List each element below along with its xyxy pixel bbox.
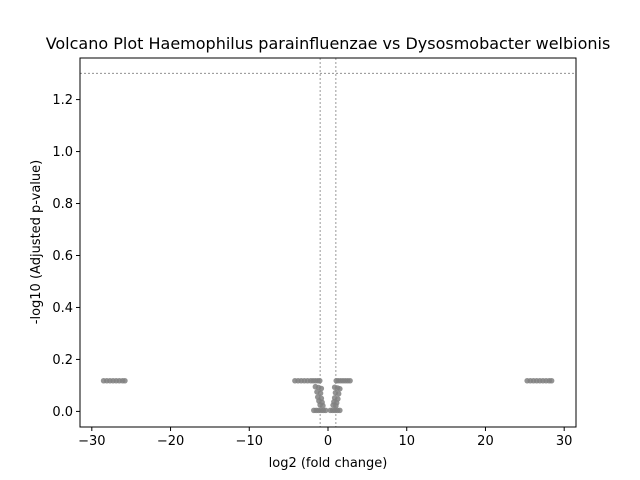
x-axis-ticks: −30 −20 −10 0 10 20 30: [78, 427, 572, 449]
y-tick-label: 0.4: [52, 301, 73, 316]
data-point: [333, 403, 339, 409]
x-tick-label: 10: [398, 434, 415, 449]
data-point: [317, 390, 324, 397]
x-tick-label: 20: [477, 434, 494, 449]
y-axis-ticks: 0.0 0.2 0.4 0.6 0.8 1.0 1.2: [52, 93, 80, 420]
data-point: [318, 385, 325, 392]
y-tick-label: 0.8: [52, 197, 73, 212]
data-point: [122, 377, 128, 384]
x-tick-label: 0: [324, 434, 332, 449]
data-point: [347, 377, 353, 384]
plot-frame: [79, 57, 577, 428]
data-point: [337, 386, 343, 392]
data-point: [316, 377, 323, 384]
data-points: [100, 377, 555, 414]
y-tick-label: 0.2: [52, 353, 73, 368]
x-tick-label: −10: [236, 434, 263, 449]
y-tick-label: 0.6: [52, 249, 73, 264]
chart-title: Volcano Plot Haemophilus parainfluenzae …: [46, 34, 611, 53]
y-tick-label: 1.2: [52, 93, 73, 108]
x-tick-label: 30: [556, 434, 573, 449]
y-tick-label: 0.0: [52, 405, 73, 420]
data-point: [320, 402, 326, 409]
data-point: [337, 407, 343, 414]
data-point: [548, 377, 555, 384]
x-tick-label: −30: [78, 434, 105, 449]
x-axis-label: log2 (fold change): [269, 456, 388, 471]
y-tick-label: 1.0: [52, 145, 73, 160]
x-tick-label: −20: [157, 434, 184, 449]
y-axis-label: -log10 (Adjusted p-value): [29, 160, 44, 324]
data-point: [335, 390, 342, 397]
data-point: [322, 407, 329, 414]
threshold-lines: [80, 58, 576, 427]
